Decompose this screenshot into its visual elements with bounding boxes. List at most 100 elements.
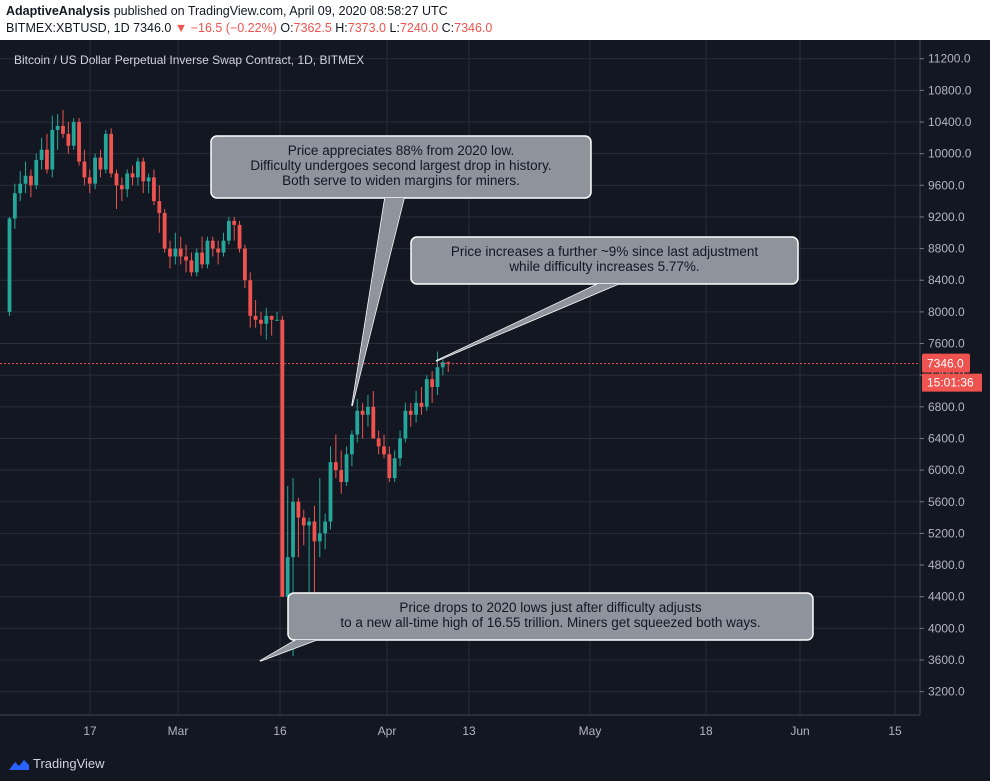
candle bbox=[301, 509, 306, 546]
candle bbox=[136, 157, 140, 186]
candle-body bbox=[392, 458, 397, 479]
price-tick-label: 8400.0 bbox=[928, 273, 965, 287]
candle bbox=[61, 110, 65, 138]
low-value: 7240.0 bbox=[399, 21, 439, 35]
candle bbox=[29, 169, 33, 198]
candle bbox=[253, 300, 258, 328]
tradingview-logo-icon bbox=[9, 760, 29, 770]
candle bbox=[382, 434, 386, 459]
price-tick-label: 7600.0 bbox=[928, 337, 965, 351]
candle-body bbox=[39, 149, 44, 160]
time-axis: 17 Mar 16 Apr 13 May 18 Jun 15 bbox=[0, 714, 920, 738]
candle bbox=[285, 485, 290, 601]
candle-body bbox=[280, 319, 285, 597]
candle bbox=[408, 402, 413, 427]
candle-body bbox=[157, 201, 162, 213]
brand-name[interactable]: TradingView bbox=[33, 756, 105, 771]
time-tick-label: Jun bbox=[790, 724, 809, 738]
candles bbox=[7, 110, 451, 657]
candle bbox=[307, 517, 311, 593]
callout-pointer-fill bbox=[260, 640, 316, 661]
candle-body bbox=[77, 122, 81, 162]
candle-body bbox=[109, 133, 114, 174]
candle-body bbox=[146, 177, 151, 182]
candle-body bbox=[414, 402, 418, 415]
candle-body bbox=[55, 125, 60, 130]
candle bbox=[275, 311, 279, 321]
time-tick-label: 16 bbox=[273, 724, 287, 738]
candle bbox=[226, 216, 231, 245]
candle bbox=[125, 169, 130, 198]
price-tick-label: 3600.0 bbox=[928, 653, 965, 667]
price-tick-label: 11200.0 bbox=[928, 52, 971, 66]
price-tick-label: 4400.0 bbox=[928, 590, 965, 604]
candle-body bbox=[301, 517, 306, 526]
candle bbox=[45, 133, 49, 174]
candle bbox=[398, 430, 402, 467]
candle bbox=[146, 173, 151, 194]
candle bbox=[98, 149, 103, 178]
candle bbox=[119, 177, 124, 202]
open-label: O: bbox=[280, 21, 294, 35]
candle-body bbox=[248, 280, 253, 316]
candle-body bbox=[253, 315, 258, 320]
candle-body bbox=[18, 183, 23, 194]
candle-body bbox=[435, 367, 440, 388]
annotation-text: Price appreciates 88% from 2020 low. bbox=[288, 143, 515, 158]
candle bbox=[269, 315, 274, 336]
candle-body bbox=[114, 173, 119, 186]
candle bbox=[414, 391, 418, 423]
candle bbox=[424, 375, 429, 411]
candle bbox=[189, 252, 194, 277]
author-name[interactable]: AdaptiveAnalysis bbox=[6, 4, 111, 18]
callout-pointer-fill bbox=[436, 284, 618, 361]
candle bbox=[87, 169, 92, 194]
candle bbox=[93, 153, 97, 190]
candle-body bbox=[205, 240, 210, 265]
candle bbox=[419, 387, 424, 415]
annotation-text: Difficulty undergoes second largest drop… bbox=[250, 158, 551, 173]
high-value: 7373.0 bbox=[347, 21, 386, 35]
chart-header: AdaptiveAnalysis published on TradingVie… bbox=[0, 0, 990, 40]
candle bbox=[34, 153, 39, 190]
candle-body bbox=[125, 173, 130, 190]
candle-body bbox=[189, 260, 194, 273]
annotation-text: while difficulty increases 5.77%. bbox=[508, 259, 699, 274]
candlestick-chart[interactable]: Bitcoin / US Dollar Perpetual Inverse Sw… bbox=[0, 40, 990, 750]
price-tick-label: 4800.0 bbox=[928, 558, 965, 572]
candle bbox=[173, 232, 178, 265]
candle-body bbox=[376, 438, 381, 447]
countdown-badge bbox=[922, 373, 982, 392]
callout-box bbox=[287, 592, 814, 641]
candle-body bbox=[333, 462, 338, 471]
candle bbox=[376, 430, 381, 455]
candle-body bbox=[66, 133, 71, 146]
candle-body bbox=[226, 220, 231, 241]
symbol-label: BITMEX:XBTUSD, 1D bbox=[6, 21, 130, 35]
price-tick-label: 10400.0 bbox=[928, 115, 972, 129]
price-axis-bg bbox=[920, 40, 990, 750]
candle-body bbox=[162, 212, 167, 249]
candle bbox=[232, 216, 237, 241]
chart-area[interactable]: Bitcoin / US Dollar Perpetual Inverse Sw… bbox=[0, 40, 990, 781]
candle-body bbox=[103, 133, 108, 170]
price-tick-label: 8800.0 bbox=[928, 242, 965, 256]
price-tick-label: 6400.0 bbox=[928, 431, 965, 445]
candle-body bbox=[259, 319, 263, 324]
candle-body bbox=[344, 454, 349, 482]
candle bbox=[66, 122, 71, 154]
annotation-callout: Price increases a further ~9% since last… bbox=[410, 236, 799, 362]
time-tick-label: Apr bbox=[378, 724, 397, 738]
time-tick-label: May bbox=[579, 724, 602, 738]
candle-body bbox=[178, 248, 183, 257]
candle bbox=[184, 244, 188, 273]
time-tick-label: 15 bbox=[888, 724, 902, 738]
time-tick-label: Mar bbox=[168, 724, 189, 738]
candle bbox=[152, 169, 156, 206]
candle bbox=[237, 220, 242, 253]
close-label: C: bbox=[441, 21, 455, 35]
candle-body bbox=[323, 521, 328, 534]
time-tick-label: 17 bbox=[83, 724, 97, 738]
candle bbox=[387, 446, 392, 482]
candle bbox=[39, 137, 44, 170]
